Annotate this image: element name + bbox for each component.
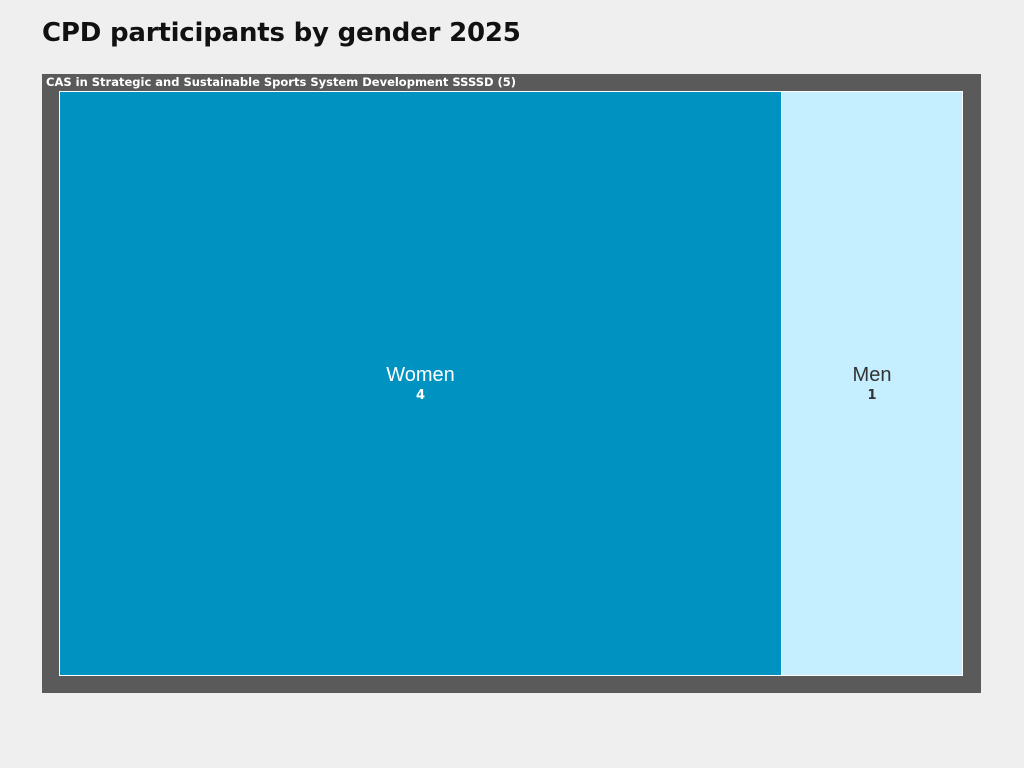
chart-title: CPD participants by gender 2025 xyxy=(42,18,521,48)
tile-value-women: 4 xyxy=(415,387,426,403)
treemap-tile-women[interactable]: Women 4 xyxy=(60,92,781,675)
treemap-group-label: CAS in Strategic and Sustainable Sports … xyxy=(46,75,517,89)
tile-text: Women 4 xyxy=(60,363,781,405)
treemap-group-frame: CAS in Strategic and Sustainable Sports … xyxy=(42,74,981,693)
tile-text: Men 1 xyxy=(782,363,962,405)
tile-name-men: Men xyxy=(852,363,892,386)
treemap-tile-men[interactable]: Men 1 xyxy=(782,92,962,675)
tile-name-women: Women xyxy=(386,363,455,386)
tile-value-men: 1 xyxy=(867,387,877,403)
treemap-tiles-area: Women 4 Men 1 xyxy=(59,91,963,676)
